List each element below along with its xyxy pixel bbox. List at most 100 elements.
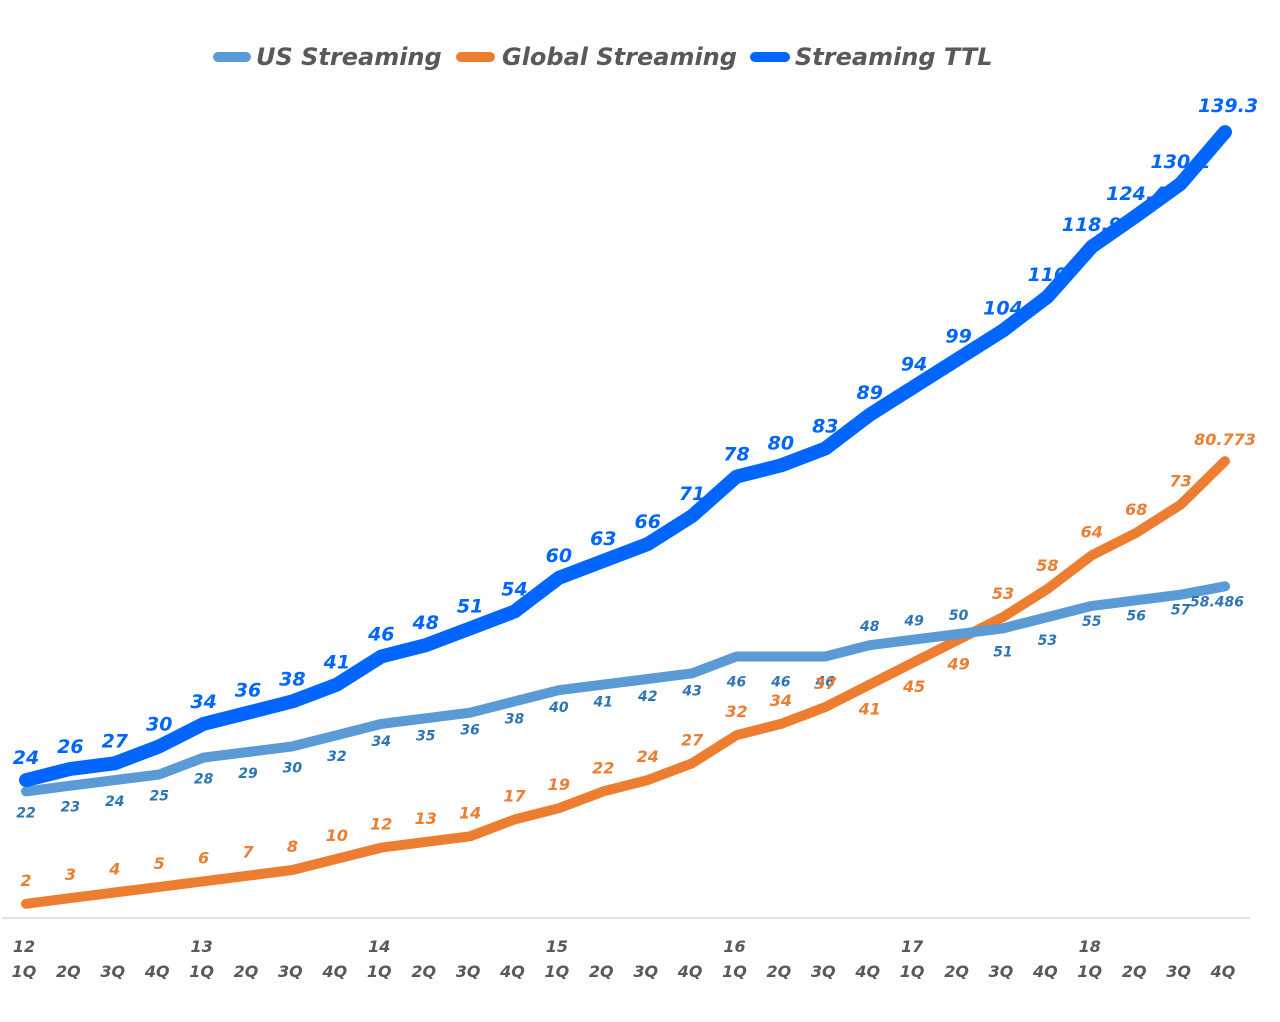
data-label-streaming-ttl: 38	[279, 668, 305, 690]
data-label-us-streaming: 58.486	[1190, 594, 1244, 610]
legend: US Streaming Global Streaming Streaming …	[213, 43, 993, 71]
x-tick-quarter: 4Q	[677, 962, 703, 981]
x-tick-quarter: 3Q	[811, 962, 836, 981]
x-tick-year: 17	[901, 937, 924, 956]
x-tick-quarter: 2Q	[411, 962, 436, 981]
data-label-streaming-ttl: 99	[945, 326, 971, 348]
x-tick-quarter: 4Q	[1210, 962, 1236, 981]
series-line-global-streaming	[21, 456, 1230, 909]
data-label-streaming-ttl: 139.3	[1198, 95, 1258, 117]
data-label-streaming-ttl: 51	[457, 595, 483, 617]
x-tick-year: 18	[1079, 937, 1101, 956]
data-label-global-streaming: 80.773	[1194, 430, 1256, 449]
data-label-us-streaming: 38	[505, 711, 525, 727]
legend-label-streaming-ttl: Streaming TTL	[795, 43, 993, 71]
x-tick-quarter: 2Q	[56, 962, 81, 981]
data-label-streaming-ttl: 89	[856, 382, 882, 404]
data-label-global-streaming: 5	[154, 854, 165, 873]
series-line-us-streaming	[21, 581, 1230, 797]
data-label-streaming-ttl: 46	[367, 624, 394, 646]
data-label-global-streaming: 58	[1036, 556, 1058, 575]
data-label-global-streaming: 7	[242, 843, 254, 862]
data-label-global-streaming: 13	[415, 809, 437, 828]
data-label-streaming-ttl: 118.9	[1062, 214, 1122, 236]
data-label-streaming-ttl: 63	[590, 528, 616, 550]
data-label-streaming-ttl: 130.1	[1151, 151, 1211, 173]
data-label-global-streaming: 68	[1125, 500, 1147, 519]
data-label-global-streaming: 3	[65, 865, 76, 884]
data-label-streaming-ttl: 78	[723, 444, 749, 466]
x-tick-quarter: 2Q	[944, 962, 969, 981]
data-label-us-streaming: 28	[194, 772, 214, 788]
data-label-global-streaming: 49	[946, 655, 969, 674]
x-tick-year: 16	[723, 937, 745, 956]
x-tick-quarter: 4Q	[322, 962, 348, 981]
legend-item-us-streaming[interactable]: US Streaming	[213, 43, 442, 71]
data-label-us-streaming: 40	[548, 700, 569, 716]
x-tick-quarter: 2Q	[1122, 962, 1147, 981]
data-label-streaming-ttl: 30	[146, 713, 172, 735]
data-label-us-streaming: 46	[815, 675, 836, 691]
x-tick-year: 14	[368, 937, 390, 956]
x-tick-quarter: 1Q	[189, 962, 214, 981]
legend-item-global-streaming[interactable]: Global Streaming	[456, 43, 737, 71]
legend-item-streaming-ttl[interactable]: Streaming TTL	[750, 43, 993, 71]
data-label-streaming-ttl: 104	[983, 298, 1023, 320]
data-label-global-streaming: 53	[992, 584, 1014, 603]
x-tick-year: 13	[190, 937, 212, 956]
data-label-global-streaming: 17	[503, 787, 526, 806]
data-label-streaming-ttl: 36	[235, 680, 261, 702]
series-layer	[19, 125, 1232, 909]
x-tick-quarter: 4Q	[1032, 962, 1058, 981]
data-label-us-streaming: 43	[681, 683, 701, 699]
x-tick-quarter: 1Q	[722, 962, 747, 981]
legend-label-us-streaming: US Streaming	[256, 43, 442, 71]
data-label-us-streaming: 30	[283, 760, 303, 776]
x-tick-quarter: 1Q	[367, 962, 392, 981]
data-label-global-streaming: 45	[902, 677, 925, 696]
x-tick-quarter: 4Q	[499, 962, 525, 981]
data-label-global-streaming: 27	[681, 730, 704, 749]
data-label-streaming-ttl: 54	[501, 579, 527, 601]
data-label-us-streaming: 57	[1171, 603, 1191, 619]
data-label-us-streaming: 29	[238, 766, 258, 782]
data-label-streaming-ttl: 24	[13, 747, 39, 769]
data-label-streaming-ttl: 48	[411, 612, 438, 634]
data-label-us-streaming: 49	[903, 614, 924, 630]
data-label-streaming-ttl: 83	[812, 416, 838, 438]
data-label-us-streaming: 51	[993, 644, 1012, 660]
data-label-global-streaming: 32	[725, 702, 747, 721]
x-tick-quarter: 1Q	[1077, 962, 1102, 981]
data-label-us-streaming: 36	[460, 723, 480, 739]
data-label-us-streaming: 50	[949, 608, 969, 624]
x-tick-quarter: 1Q	[12, 962, 37, 981]
data-label-us-streaming: 46	[770, 675, 791, 691]
data-label-global-streaming: 24	[637, 747, 659, 766]
series-line-streaming-ttl	[19, 125, 1232, 788]
x-tick-quarter: 2Q	[589, 962, 614, 981]
x-tick-quarter: 3Q	[456, 962, 481, 981]
data-label-us-streaming: 32	[327, 749, 346, 765]
x-tick-quarter: 3Q	[633, 962, 658, 981]
data-label-global-streaming: 14	[459, 803, 481, 822]
x-tick-quarter: 1Q	[545, 962, 570, 981]
data-label-us-streaming: 46	[726, 675, 747, 691]
data-label-us-streaming: 48	[859, 619, 880, 635]
data-label-us-streaming: 25	[149, 789, 169, 805]
data-label-streaming-ttl: 41	[323, 652, 350, 674]
data-label-streaming-ttl: 80	[768, 432, 794, 454]
x-tick-quarter: 4Q	[144, 962, 170, 981]
data-label-us-streaming: 41	[593, 695, 613, 711]
data-label-us-streaming: 55	[1082, 614, 1102, 630]
data-label-global-streaming: 10	[326, 826, 348, 845]
data-label-us-streaming: 34	[372, 734, 391, 750]
x-tick-quarter: 2Q	[767, 962, 792, 981]
x-tick-quarter: 1Q	[900, 962, 925, 981]
x-tick-quarter: 3Q	[278, 962, 303, 981]
legend-label-global-streaming: Global Streaming	[502, 43, 737, 71]
data-label-global-streaming: 2	[20, 871, 31, 890]
data-label-global-streaming: 8	[287, 837, 298, 856]
data-label-streaming-ttl: 66	[634, 511, 660, 533]
data-label-global-streaming: 19	[548, 775, 570, 794]
